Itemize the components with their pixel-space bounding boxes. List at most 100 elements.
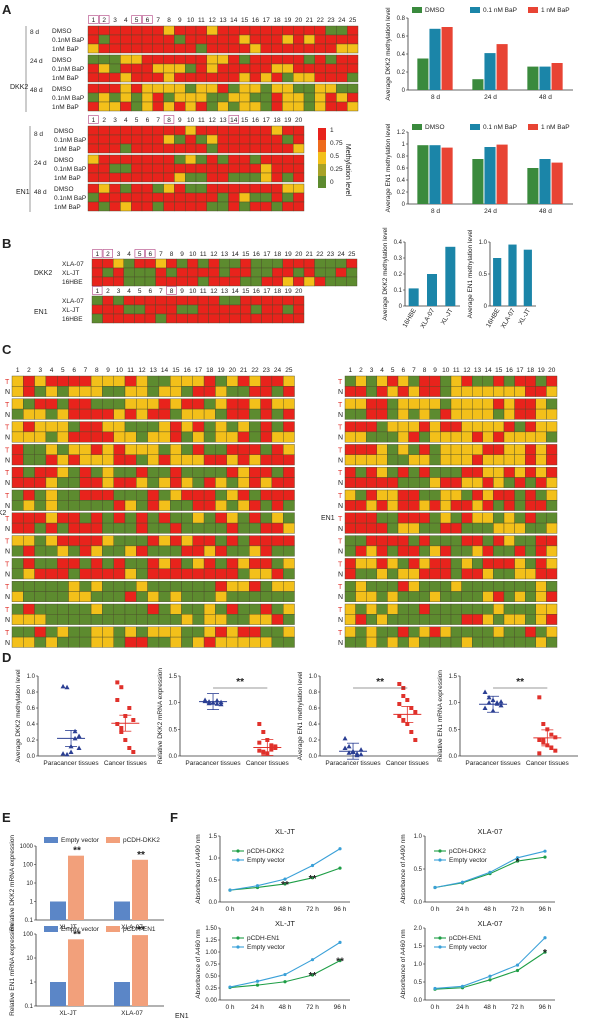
en1-C-cell bbox=[461, 467, 473, 478]
dkk2-C-cell bbox=[283, 408, 295, 420]
dkk2-B-cell bbox=[187, 258, 199, 269]
dkk2-A-col-number: 17 bbox=[263, 17, 271, 24]
y-tick-label: 0.6 bbox=[397, 166, 406, 172]
en1-A-cell bbox=[184, 154, 197, 165]
en1-B-cell bbox=[229, 295, 241, 306]
dkk2-B-cell bbox=[134, 276, 146, 287]
dkk2-C-cell bbox=[192, 591, 205, 603]
dkk2-A-cell bbox=[293, 43, 305, 54]
en1-A-cell bbox=[152, 154, 164, 165]
dkk2-A-cell bbox=[238, 83, 251, 94]
en1-C-cell bbox=[387, 500, 399, 511]
dkk2-A-cell bbox=[174, 72, 186, 83]
en1-C-cell bbox=[546, 386, 558, 397]
dkk2-C-cell bbox=[57, 386, 69, 397]
en1-C-col-number: 18 bbox=[527, 367, 535, 374]
en1-C-cell bbox=[366, 489, 378, 501]
en1-C-cell bbox=[525, 614, 537, 625]
en1-C-cell bbox=[397, 636, 409, 648]
en1-A-cell bbox=[120, 201, 132, 212]
dkk2-C-cell bbox=[102, 500, 114, 511]
en1-B-cell bbox=[240, 295, 252, 306]
dkk2-C-cell bbox=[57, 444, 69, 455]
en1-C-cell bbox=[397, 398, 409, 410]
en1-C-cell bbox=[461, 535, 473, 547]
chart-title: XLA-07 bbox=[477, 919, 502, 928]
x-tick-label: XLA-07 bbox=[121, 924, 143, 931]
legend-swatch bbox=[412, 124, 422, 130]
en1-C-cell bbox=[344, 398, 356, 410]
dkk2-C-cell bbox=[237, 431, 250, 443]
en1-C-cell bbox=[450, 398, 462, 410]
gene-label-en1-C: EN1 bbox=[321, 515, 335, 522]
en1-C-cell bbox=[493, 421, 505, 433]
dkk2-C-cell bbox=[271, 568, 284, 580]
en1-C-cell bbox=[408, 454, 420, 466]
en1-A-col-number: 11 bbox=[198, 117, 205, 124]
dkk2-A-cell bbox=[260, 54, 272, 65]
day-label: 24 d bbox=[34, 160, 47, 167]
dkk2-C-cell bbox=[169, 568, 182, 580]
dkk2-C-cell bbox=[11, 489, 24, 501]
normal-row-label: N bbox=[338, 412, 343, 419]
dkk2-C-cell bbox=[102, 568, 114, 580]
dkk2-A-cell bbox=[347, 54, 359, 65]
dkk2-C-cell bbox=[68, 636, 81, 648]
dkk2-A-col-number: 5 bbox=[135, 17, 139, 24]
en1-C-cell bbox=[429, 614, 441, 625]
dkk2-B-col-number: 5 bbox=[138, 251, 142, 258]
en1-C-cell bbox=[482, 512, 494, 524]
en1-C-cell bbox=[429, 431, 441, 443]
en1-A-col-number: 5 bbox=[135, 117, 139, 124]
dkk2-C-cell bbox=[113, 568, 126, 580]
dkk2-A-cell bbox=[87, 43, 100, 54]
en1-C-cell bbox=[461, 489, 473, 501]
dkk2-C-cell bbox=[79, 500, 92, 511]
dkk2-C-cell bbox=[79, 581, 92, 592]
data-point bbox=[541, 722, 546, 726]
legend-label: pCDH-EN1 bbox=[449, 935, 482, 942]
series-point bbox=[338, 847, 342, 851]
dkk2-C-cell bbox=[23, 591, 35, 603]
en1-A-cell bbox=[120, 134, 132, 145]
en1-A-cell bbox=[228, 134, 240, 145]
dkk2-B-col-number: 4 bbox=[127, 251, 131, 258]
dkk2-A-cell bbox=[217, 92, 229, 103]
series-point bbox=[433, 986, 437, 991]
en1-C-cell bbox=[355, 454, 367, 466]
gene-label-en1-B: EN1 bbox=[34, 309, 48, 316]
dkk2-B-cell bbox=[91, 267, 103, 278]
dkk2-C-cell bbox=[124, 386, 137, 397]
en1-C-cell bbox=[525, 581, 537, 592]
data-point bbox=[123, 738, 128, 742]
dkk2-C-cell bbox=[113, 581, 126, 592]
en1-C-cell bbox=[546, 522, 558, 534]
en1-C-cell bbox=[472, 386, 484, 397]
en1-C-cell bbox=[355, 408, 367, 420]
en1-C-cell bbox=[419, 545, 431, 557]
en1-C-cell bbox=[397, 500, 409, 511]
dkk2-C-cell bbox=[260, 444, 273, 455]
dkk2-A-col-number: 10 bbox=[187, 17, 195, 24]
en1-C-cell bbox=[355, 626, 367, 638]
dkk2-C-cell bbox=[283, 421, 295, 433]
en1-C-cell bbox=[503, 431, 515, 443]
dkk2-A-cell bbox=[325, 54, 337, 65]
dkk2-B-col-number: 24 bbox=[337, 251, 345, 258]
dkk2-A-cell bbox=[141, 34, 154, 45]
en1-A-col-number: 16 bbox=[252, 117, 260, 124]
data-point bbox=[358, 747, 364, 752]
dkk2-B-cell bbox=[112, 267, 124, 278]
en1-A-cell bbox=[130, 134, 143, 145]
dkk2-B-col-number: 22 bbox=[316, 251, 324, 258]
en1-A-cell bbox=[293, 192, 305, 203]
y-axis-title: Absorbance of A460 nm bbox=[195, 929, 202, 998]
data-point bbox=[131, 718, 136, 722]
dkk2-A-cell bbox=[98, 92, 110, 103]
y-tick-label: 10 bbox=[26, 881, 33, 887]
dkk2-B-cell bbox=[144, 258, 156, 269]
en1-C-cell bbox=[419, 626, 431, 638]
y-axis-title: Average EN1 methylation level bbox=[385, 123, 392, 212]
en1-A-cell bbox=[282, 172, 294, 183]
dkk2-A-cell bbox=[282, 92, 294, 103]
